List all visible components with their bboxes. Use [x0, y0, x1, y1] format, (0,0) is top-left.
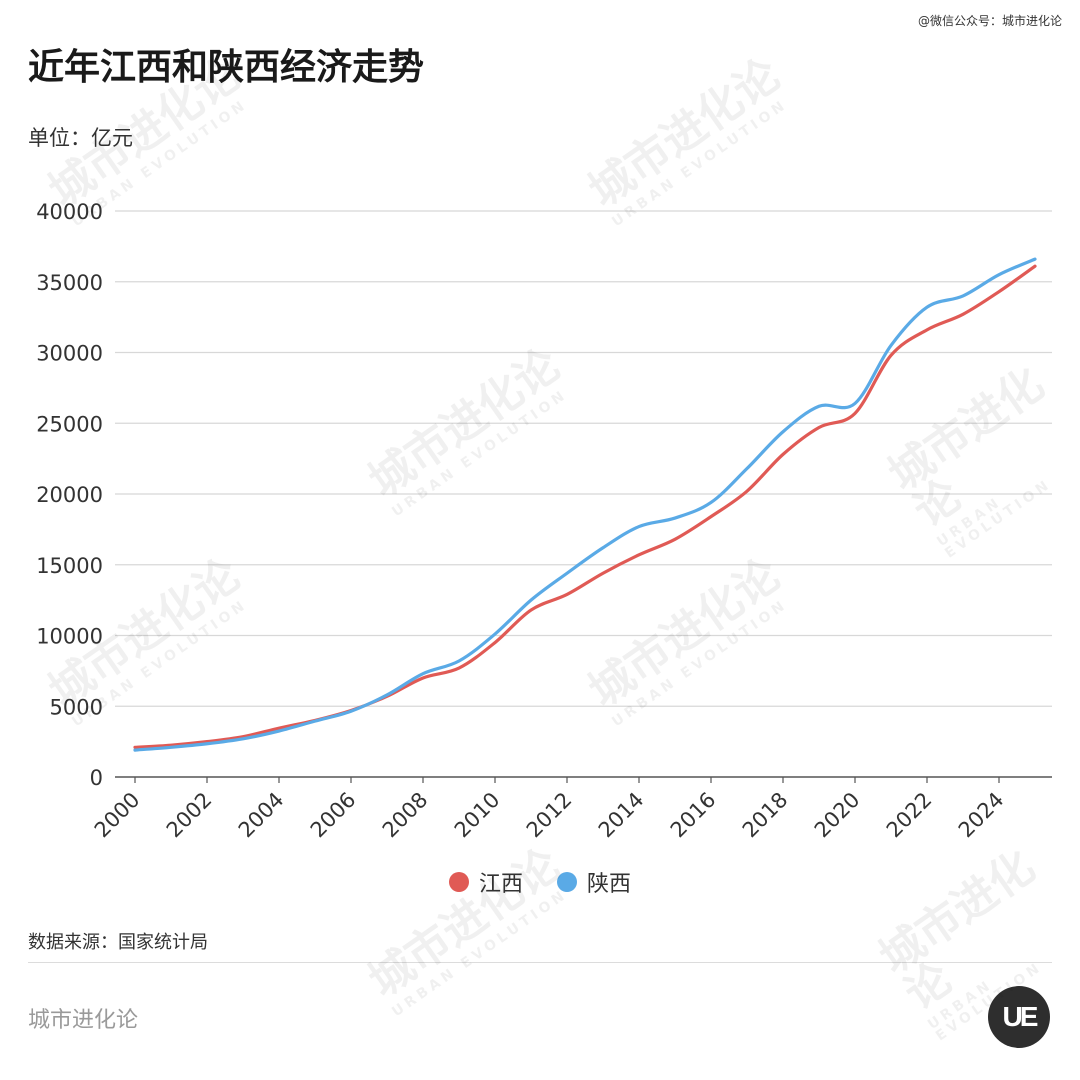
legend-label-jiangxi: 江西 — [478, 872, 523, 897]
y-tick-label: 25000 — [36, 412, 103, 436]
legend-item-shaanxi: 陕西 — [557, 866, 631, 898]
x-tick-label: 2000 — [90, 788, 145, 843]
y-tick-label: 35000 — [36, 271, 103, 295]
x-tick-label: 2004 — [234, 788, 289, 843]
y-tick-label: 30000 — [36, 342, 103, 366]
y-tick-label: 0 — [90, 766, 103, 790]
y-tick-label: 5000 — [50, 695, 103, 719]
chart-title: 近年江西和陕西经济走势 — [28, 47, 425, 88]
data-source: 数据来源：国家统计局 — [28, 932, 208, 953]
divider — [28, 962, 1052, 963]
y-tick-label: 40000 — [36, 200, 103, 224]
x-tick-label: 2010 — [450, 788, 505, 843]
x-tick-label: 2020 — [810, 788, 865, 843]
x-tick-label: 2006 — [306, 788, 361, 843]
x-tick-label: 2002 — [162, 788, 217, 843]
y-tick-label: 10000 — [36, 625, 103, 649]
y-tick-label: 15000 — [36, 554, 103, 578]
wechat-credit: @微信公众号：城市进化论 — [917, 14, 1062, 28]
brand-name: 城市进化论 — [28, 1008, 139, 1033]
line-chart: 0 5000 10000 15000 20000 25000 30000 35000 40000… — [36, 200, 1052, 843]
brand-logo: UE — [988, 986, 1050, 1048]
x-tick-label: 2008 — [378, 788, 433, 843]
y-tick-label: 20000 — [36, 483, 103, 507]
chart-legend: 江西 陕西 — [0, 866, 1080, 898]
x-tick-label: 2018 — [738, 788, 793, 843]
x-tick-label: 2022 — [882, 788, 937, 843]
unit-label: 单位：亿元 — [28, 126, 133, 150]
legend-label-shaanxi: 陕西 — [587, 872, 632, 897]
series-line-shaanxi — [133, 257, 1037, 752]
x-tick-label: 2024 — [954, 788, 1009, 843]
legend-dot-jiangxi — [448, 872, 469, 892]
legend-dot-shaanxi — [557, 872, 577, 892]
legend-item-jiangxi: 江西 — [448, 866, 523, 898]
x-tick-label: 2012 — [522, 788, 577, 843]
series-line-jiangxi — [133, 264, 1037, 749]
x-tick-label: 2014 — [594, 788, 649, 843]
x-tick-label: 2016 — [666, 788, 721, 843]
